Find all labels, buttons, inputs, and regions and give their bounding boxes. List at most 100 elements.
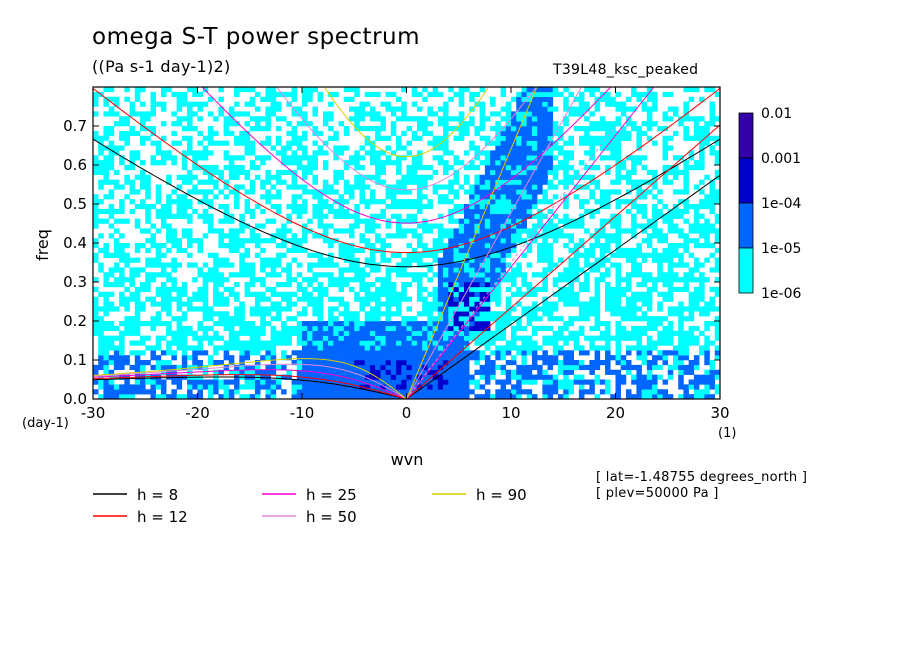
heatmap-cell [385, 330, 392, 336]
heatmap-cell [448, 306, 454, 312]
heatmap-cell [254, 379, 261, 385]
heatmap-cell [709, 243, 716, 249]
heatmap-cell [270, 238, 277, 244]
heatmap-cell [631, 218, 637, 224]
heatmap-cell [615, 394, 622, 399]
heatmap-cell [479, 194, 486, 200]
heatmap-cell [176, 301, 183, 307]
heatmap-cell [359, 296, 365, 302]
heatmap-cell [667, 291, 674, 297]
heatmap-cell [688, 150, 695, 156]
heatmap-cell [380, 301, 386, 307]
heatmap-cell [568, 301, 574, 307]
heatmap-cell [260, 325, 266, 332]
heatmap-cell [93, 155, 99, 161]
heatmap-cell [432, 223, 439, 229]
heatmap-cell [641, 257, 648, 263]
heatmap-cell [594, 233, 601, 239]
heatmap-cell [516, 116, 522, 122]
heatmap-cell [93, 91, 99, 98]
heatmap-cell [369, 155, 376, 161]
heatmap-cell [296, 335, 303, 341]
heatmap-cell [202, 350, 209, 356]
heatmap-cell [166, 223, 172, 229]
heatmap-cell [192, 238, 198, 244]
heatmap-cell [302, 184, 308, 190]
heatmap-cell [683, 189, 689, 195]
heatmap-cell [563, 204, 569, 210]
heatmap-cell [228, 360, 235, 366]
heatmap-cell [380, 160, 386, 166]
heatmap-cell [275, 233, 282, 239]
heatmap-cell [495, 267, 501, 273]
heatmap-cell [693, 335, 700, 341]
heatmap-cell [453, 169, 460, 176]
heatmap-cell [213, 184, 219, 190]
heatmap-cell [124, 179, 130, 185]
heatmap-cell [302, 355, 308, 361]
heatmap-cell [437, 282, 444, 288]
heatmap-cell [119, 145, 125, 151]
heatmap-cell [432, 316, 439, 322]
heatmap-cell [662, 233, 669, 239]
heatmap-cell [584, 174, 590, 180]
heatmap-cell [338, 335, 345, 341]
heatmap-cell [463, 345, 470, 351]
heatmap-cell [505, 296, 512, 302]
heatmap-cell [213, 345, 219, 351]
heatmap-cell [155, 213, 162, 219]
heatmap-cell [458, 247, 465, 254]
heatmap-cell [458, 394, 465, 399]
heatmap-cell [166, 306, 172, 312]
heatmap-cell [134, 364, 141, 371]
heatmap-cell [187, 87, 193, 93]
heatmap-cell [652, 213, 658, 219]
heatmap-cell [511, 238, 517, 244]
heatmap-cell [254, 91, 261, 98]
heatmap-cell [93, 321, 99, 327]
heatmap-cell [207, 140, 214, 146]
heatmap-cell [636, 160, 642, 166]
heatmap-cell [631, 199, 637, 205]
heatmap-cell [312, 325, 318, 332]
heatmap-cell [625, 169, 632, 176]
heatmap-cell [333, 355, 339, 361]
heatmap-cell [589, 296, 595, 302]
heatmap-cell [223, 150, 230, 156]
heatmap-cell [531, 272, 538, 278]
heatmap-cell [275, 291, 282, 297]
heatmap-cell [103, 272, 109, 278]
heatmap-cell [187, 145, 193, 151]
heatmap-cell [333, 379, 339, 385]
heatmap-cell [166, 213, 172, 219]
heatmap-cell [448, 184, 454, 190]
heatmap-cell [683, 355, 689, 361]
heatmap-cell [103, 296, 109, 302]
heatmap-cell [349, 87, 355, 93]
heatmap-cell [531, 374, 538, 380]
heatmap-cell [160, 87, 167, 93]
heatmap-cell [380, 364, 386, 371]
heatmap-cell [500, 247, 507, 254]
heatmap-cell [369, 116, 376, 122]
heatmap-cell [150, 374, 156, 380]
heatmap-cell [406, 174, 413, 180]
heatmap-cell [437, 199, 444, 205]
heatmap-cell [270, 96, 277, 102]
heatmap-cell [474, 165, 480, 171]
heatmap-cell [463, 296, 470, 302]
heatmap-cell [343, 330, 350, 336]
heatmap-cell [254, 389, 261, 395]
heatmap-cell [422, 228, 428, 234]
heatmap-cell [176, 184, 183, 190]
heatmap-cell [354, 267, 360, 273]
heatmap-cell [249, 208, 256, 215]
heatmap-cell [317, 145, 324, 151]
heatmap-cell [291, 135, 298, 141]
heatmap-cell [401, 345, 407, 351]
heatmap-cell [563, 350, 569, 356]
heatmap-cell [254, 325, 261, 332]
heatmap-cell [526, 379, 533, 385]
heatmap-cell [615, 155, 622, 161]
heatmap-cell [260, 384, 266, 390]
